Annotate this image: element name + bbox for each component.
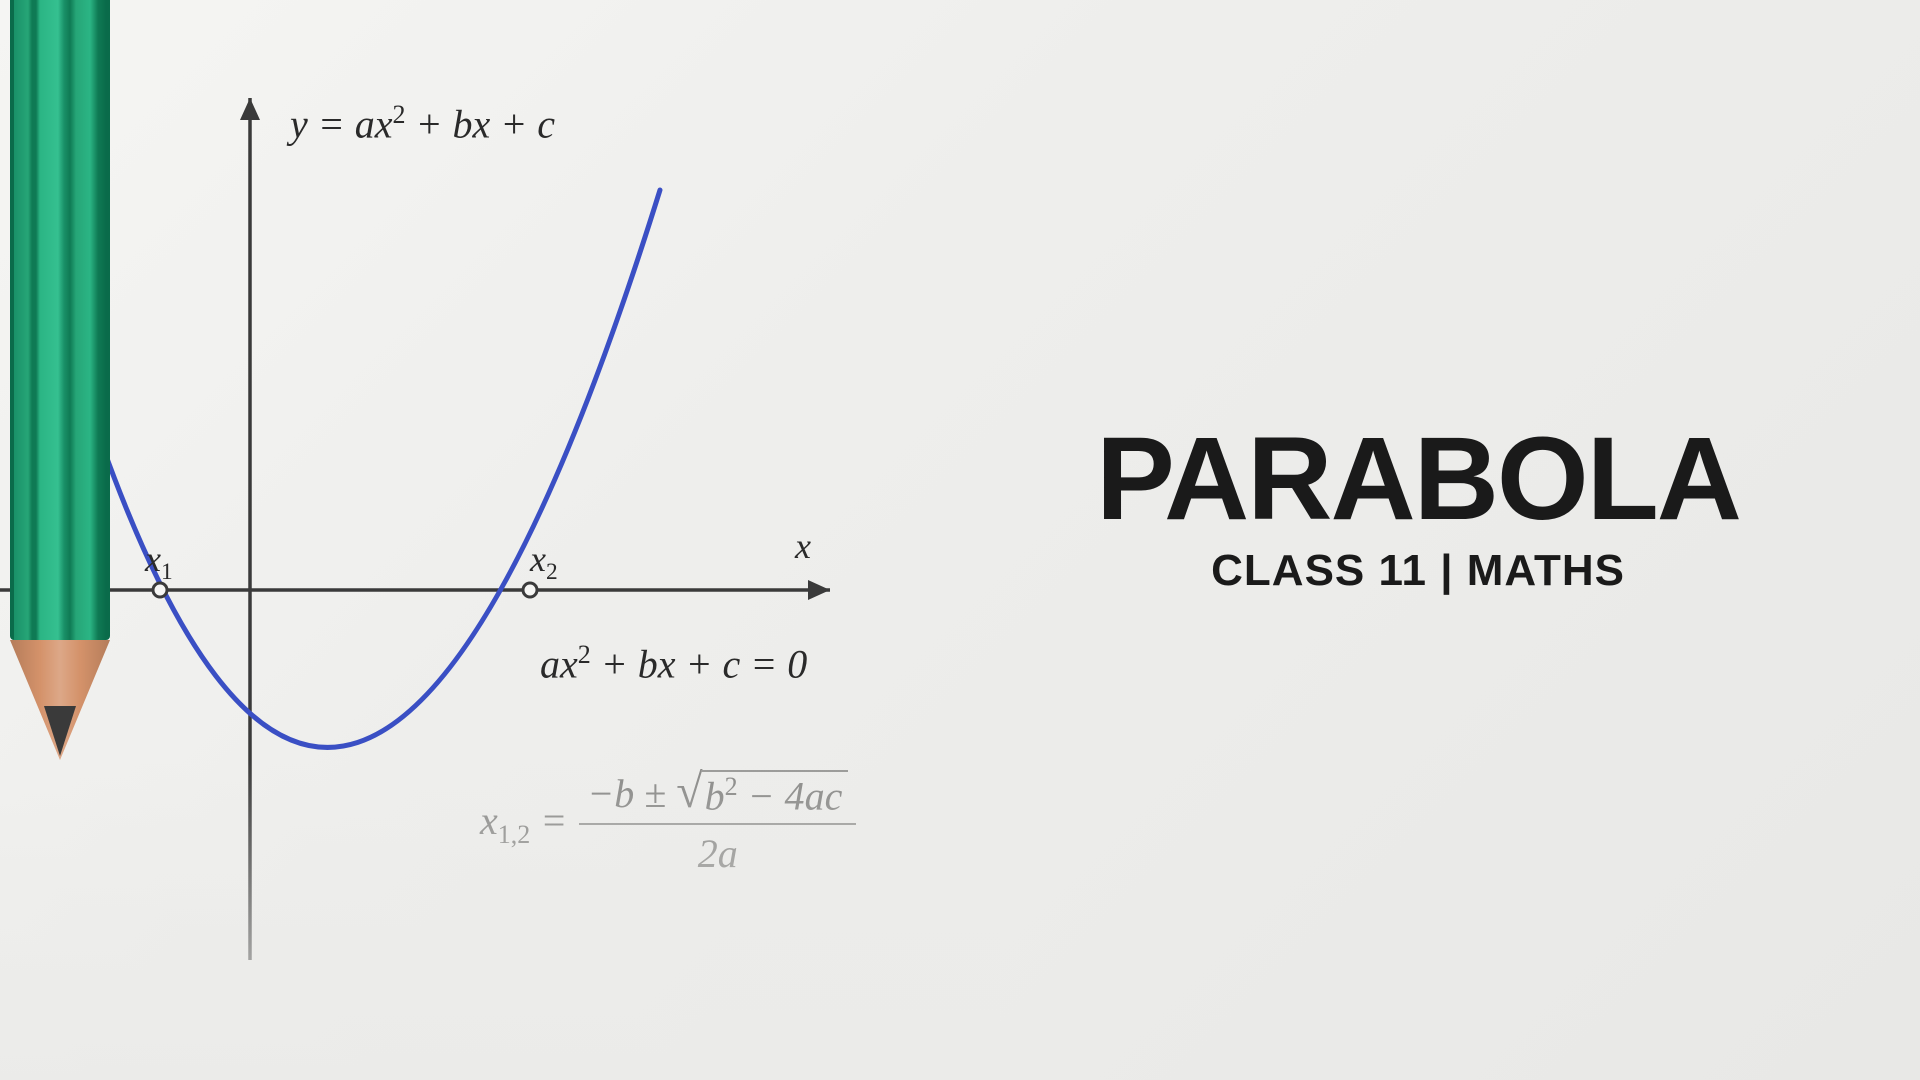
title-block: PARABOLA CLASS 11 | MATHS — [1096, 420, 1740, 596]
x-axis-arrow — [808, 580, 830, 600]
root-label-1: x1 — [145, 538, 173, 586]
title-main: PARABOLA — [1096, 420, 1740, 538]
pencil-body — [10, 0, 110, 640]
pencil-tip — [44, 706, 76, 756]
equation-quadratic: ax2 + bx + c = 0 — [540, 640, 807, 687]
equation-function: y = ax2 + bx + c — [290, 100, 555, 147]
root-label-2: x2 — [530, 538, 558, 586]
title-sub: CLASS 11 | MATHS — [1096, 546, 1740, 596]
quadratic-formula: x1,2 = −b ± √b2 − 4ac 2a — [480, 770, 856, 877]
x-axis-label: x — [795, 525, 811, 567]
pencil-graphic — [10, 0, 110, 820]
y-axis-arrow — [240, 98, 260, 120]
